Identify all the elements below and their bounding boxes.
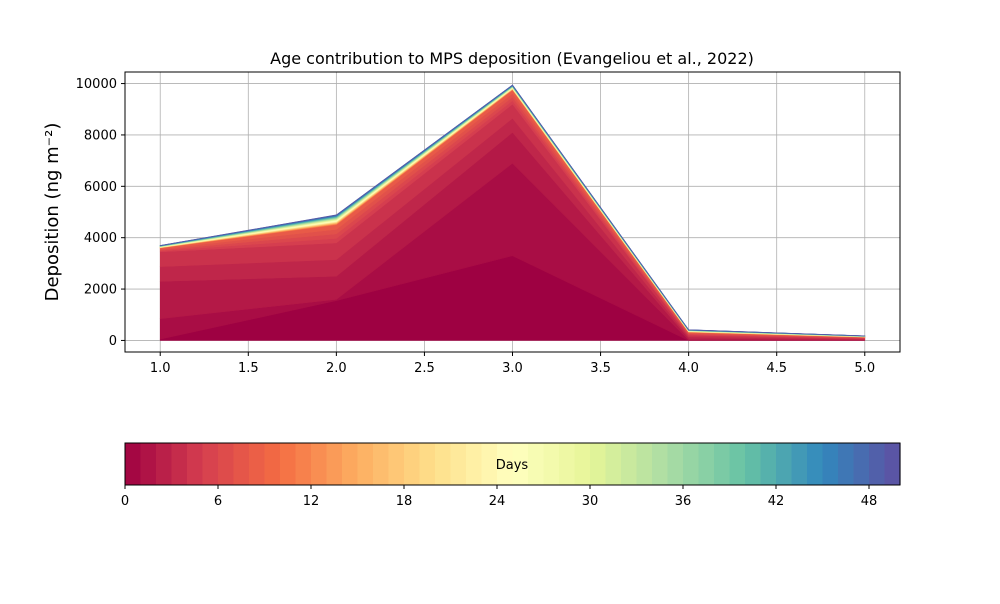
colorbar-tick-label: 30 [582, 494, 599, 509]
colorbar-segment [512, 443, 529, 485]
colorbar-segment [419, 443, 436, 485]
colorbar-segment [621, 443, 638, 485]
colorbar-segment [326, 443, 343, 485]
colorbar-tick-label: 18 [396, 494, 413, 509]
colorbar-segment [218, 443, 235, 485]
colorbar-segment [171, 443, 188, 485]
colorbar-tick-label: 6 [214, 494, 222, 509]
y-tick-label: 2000 [84, 283, 117, 298]
colorbar-segment [791, 443, 808, 485]
colorbar-segment [636, 443, 653, 485]
colorbar-segment [357, 443, 374, 485]
x-tick-label: 4.0 [678, 361, 699, 376]
colorbar-tick-label: 36 [675, 494, 692, 509]
colorbar-segment [435, 443, 452, 485]
x-tick-label: 2.5 [414, 361, 435, 376]
colorbar-frame [124, 442, 901, 486]
x-tick-label: 3.5 [590, 361, 611, 376]
colorbar-tick-label: 42 [768, 494, 785, 509]
colorbar-segment [543, 443, 560, 485]
colorbar-segment [528, 443, 545, 485]
y-tick-label: 0 [109, 334, 117, 349]
colorbar-segment [698, 443, 715, 485]
colorbar: 0 6 12 18 24 30 36 42 48 [121, 442, 901, 509]
colorbar-segment [807, 443, 824, 485]
colorbar-segment [497, 443, 514, 485]
colorbar-segment [884, 443, 901, 485]
colorbar-segment [729, 443, 746, 485]
colorbar-label: Days [496, 458, 529, 473]
colorbar-segment [667, 443, 684, 485]
colorbar-segment [202, 443, 219, 485]
y-axis-label: Deposition (ng m⁻²) [42, 123, 63, 302]
colorbar-segment [652, 443, 669, 485]
colorbar-segment [481, 443, 498, 485]
colorbar-segment [574, 443, 591, 485]
colorbar-segment [187, 443, 204, 485]
colorbar-segment [590, 443, 607, 485]
colorbar-tick-label: 0 [121, 494, 129, 509]
colorbar-segment [559, 443, 576, 485]
colorbar-segment [745, 443, 762, 485]
colorbar-segment [125, 443, 142, 485]
colorbar-segment [249, 443, 266, 485]
colorbar-segment [311, 443, 328, 485]
colorbar-segment [295, 443, 312, 485]
colorbar-segment [233, 443, 250, 485]
colorbar-segment [760, 443, 777, 485]
x-tick-label: 4.5 [766, 361, 787, 376]
x-tick-label: 1.0 [150, 361, 171, 376]
colorbar-tick-label: 12 [303, 494, 320, 509]
colorbar-segment [450, 443, 467, 485]
colorbar-segment [683, 443, 700, 485]
x-tick-label: 1.5 [238, 361, 259, 376]
colorbar-segment [280, 443, 297, 485]
y-tick-label: 4000 [84, 231, 117, 246]
x-tick-label: 2.0 [326, 361, 347, 376]
colorbar-segment [373, 443, 390, 485]
colorbar-segment [156, 443, 173, 485]
colorbar-segment [404, 443, 421, 485]
chart-title: Age contribution to MPS deposition (Evan… [270, 49, 754, 68]
colorbar-segment [605, 443, 622, 485]
colorbar-segment [388, 443, 405, 485]
y-tick-label: 8000 [84, 128, 117, 143]
y-tick-label: 6000 [84, 180, 117, 195]
y-tick-label: 10000 [76, 77, 117, 92]
colorbar-segment [466, 443, 483, 485]
colorbar-segment [822, 443, 839, 485]
colorbar-tick-label: 48 [861, 494, 878, 509]
colorbar-segment [838, 443, 855, 485]
x-tick-label: 3.0 [502, 361, 523, 376]
x-tick-label: 5.0 [854, 361, 875, 376]
colorbar-segment [869, 443, 886, 485]
colorbar-segment [342, 443, 359, 485]
plot-area: 1.0 1.5 2.0 2.5 3.0 3.5 4.0 4.5 5.0 0 2000 4000 6000… [76, 71, 901, 376]
colorbar-segment [776, 443, 793, 485]
colorbar-tick-label: 24 [489, 494, 506, 509]
colorbar-segment [140, 443, 157, 485]
colorbar-segment [264, 443, 281, 485]
colorbar-segment [853, 443, 870, 485]
colorbar-segment [714, 443, 731, 485]
area-series-day-49 [159, 84, 866, 337]
